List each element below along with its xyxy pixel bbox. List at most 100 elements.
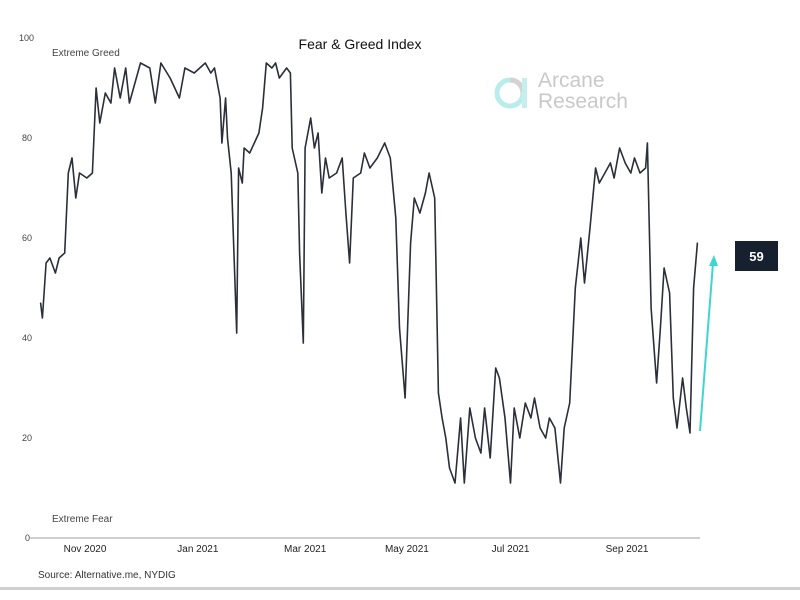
x-tick-label: Jan 2021 [177,544,219,555]
data-point [178,97,180,99]
data-point [341,157,343,159]
data-point [128,102,130,104]
x-tick-label: May 2021 [385,544,429,555]
data-point [169,77,171,79]
data-point [656,382,658,384]
data-point [213,67,216,69]
data-point [441,417,443,419]
data-point [376,157,378,159]
data-point [204,62,206,64]
data-point [274,62,277,64]
bottom-divider [0,587,800,590]
data-point [271,67,273,69]
data-point [321,192,323,194]
data-point [445,437,447,439]
data-point [545,437,547,439]
data-point [336,172,338,174]
data-point [533,397,536,399]
data-point [219,97,221,99]
data-point [448,467,451,469]
data-point [639,172,641,174]
data-point [689,432,691,434]
zone-label-extreme-fear: Extreme Fear [52,514,113,525]
data-point [410,242,412,244]
data-point [45,262,47,264]
data-point [650,307,652,309]
data-point [262,107,264,109]
data-point [236,332,238,334]
data-point [580,237,582,239]
data-point [569,402,571,404]
data-point [258,132,260,134]
data-point [226,137,229,139]
data-point [297,172,299,174]
data-point [589,227,591,229]
data-point [78,172,81,174]
data-point [40,302,42,304]
data-point [243,147,245,149]
data-point [384,142,386,144]
zone-label-extreme-greed: Extreme Greed [52,48,120,59]
data-point [624,162,626,164]
data-point [317,132,319,134]
data-point [437,392,439,394]
trend-arrow-line [699,262,714,432]
data-point [428,172,430,174]
data-point [75,197,77,199]
data-point [58,257,60,259]
data-point [99,122,101,124]
data-point [644,167,647,169]
data-point [395,217,397,219]
data-point [398,327,401,329]
y-tick-label: 60 [22,233,32,243]
data-point [71,157,73,159]
data-point [613,177,615,179]
data-point [434,197,436,199]
data-point [237,167,240,169]
data-point [504,417,506,419]
data-point [630,172,632,174]
data-point [633,157,636,159]
data-point [454,482,456,484]
data-point [583,282,586,284]
y-tick-label: 0 [25,533,30,543]
data-point [498,377,500,379]
data-point [286,67,288,69]
data-point [352,177,354,179]
data-point [574,287,576,289]
data-point [554,427,556,429]
data-point [489,457,491,459]
data-point [304,147,306,149]
logo-text-line2: Research [538,90,628,113]
chart-title: Fear & Greed Index [298,36,422,52]
data-point [324,157,327,159]
data-point [313,147,315,149]
data-point [249,152,251,154]
data-point [86,177,88,179]
data-point [509,482,512,484]
data-point [469,407,471,409]
data-point [463,482,465,484]
data-point [548,417,550,419]
data-point [265,62,267,64]
y-tick-label: 40 [22,333,32,343]
data-point [54,272,57,274]
trend-arrow-head-icon [709,255,718,266]
data-point [519,437,521,439]
data-point [524,402,526,404]
arcane-research-logo: Arcane Research [492,70,642,120]
logo-text-line1: Arcane [538,69,605,92]
data-point [484,407,486,409]
x-tick-label: Mar 2021 [284,544,327,555]
data-point [221,142,223,144]
data-point [110,102,112,104]
data-point [369,167,371,169]
data-point [559,482,562,484]
data-point [193,72,195,74]
x-tick-label: Sep 2021 [606,544,649,555]
data-point [139,62,142,64]
data-point [119,97,121,99]
data-point [619,147,621,149]
x-tick-label: Nov 2020 [64,544,107,555]
